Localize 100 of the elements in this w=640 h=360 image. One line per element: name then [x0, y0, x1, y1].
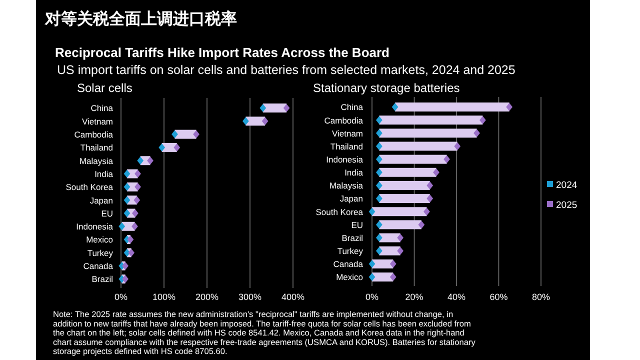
y-tick-label: India — [344, 168, 364, 178]
point — [376, 155, 382, 164]
chart-title: Solar cells — [77, 81, 132, 95]
y-tick-label: China — [340, 102, 364, 112]
bar — [379, 116, 483, 125]
x-tick-label: 0% — [365, 292, 379, 302]
point — [172, 130, 178, 138]
point — [390, 260, 396, 268]
y-tick-label: China — [90, 103, 114, 114]
legend-label: 2025 — [556, 200, 578, 211]
bar — [379, 180, 430, 190]
chart-title: Stationary storage batteries — [313, 81, 460, 95]
y-tick-label: Turkey — [337, 246, 364, 256]
point — [124, 182, 130, 191]
y-tick-label: Mexico — [336, 272, 364, 282]
y-tick-label: Malaysia — [329, 180, 364, 191]
point — [118, 222, 126, 230]
point — [122, 275, 128, 283]
y-tick-label: Mexico — [86, 234, 114, 245]
bar — [379, 194, 430, 204]
point — [376, 168, 382, 176]
text: 对等关税全面上调进口税率 — [44, 9, 237, 28]
point — [454, 142, 461, 150]
y-tick-label: Indonesia — [76, 222, 114, 232]
x-tick-label: 40% — [447, 292, 466, 302]
point — [368, 208, 376, 216]
point — [158, 143, 166, 152]
point — [368, 273, 376, 281]
x-tick-label: 400% — [281, 292, 305, 302]
y-tick-label: Canada — [333, 259, 364, 270]
point — [376, 234, 382, 242]
y-tick-label: EU — [101, 208, 113, 218]
point — [174, 143, 180, 152]
point — [376, 129, 382, 138]
bar — [379, 154, 447, 164]
point — [124, 196, 130, 204]
point — [262, 117, 268, 126]
point — [424, 208, 430, 216]
point — [242, 117, 249, 126]
y-tick-label: Japan — [340, 194, 364, 204]
point — [376, 194, 382, 203]
bar — [395, 102, 510, 112]
point — [433, 168, 440, 176]
bar — [372, 207, 427, 216]
y-tick-label: Japan — [90, 195, 114, 206]
point — [376, 246, 382, 255]
point — [283, 104, 290, 112]
y-tick-label: Brazil — [92, 274, 114, 284]
y-tick-label: Canada — [83, 261, 114, 272]
point — [260, 104, 266, 112]
x-tick-label: 80% — [532, 292, 550, 302]
point — [376, 181, 382, 190]
point — [390, 273, 396, 281]
y-tick-label: Indonesia — [326, 154, 364, 165]
text: Reciprocal Tariffs Hike Import Rates Across the Board — [55, 45, 390, 60]
y-tick-label: Cambodia — [324, 115, 364, 126]
point — [444, 155, 450, 164]
point — [147, 156, 154, 165]
point — [132, 222, 138, 230]
x-tick-label: 200% — [195, 292, 219, 302]
point — [392, 103, 398, 111]
point — [426, 194, 434, 203]
point — [376, 142, 382, 150]
point — [134, 196, 140, 204]
point — [122, 262, 128, 270]
text: Note: The 2025 rate assumes the new administration's "reciprocal" tariffs are implemented without change, in addition to new tariffs that have already been imposed. The tariff-free quota for solar cells has been excluded from the chart on the left; solar cells defined with HS code 8541.42. Mexico, Canada and Korea data in the right-hand chart assume compliance with the respective free-trade agreements (USMCA and KORUS). Batteries for stationary storage projects defined with HS code 8705.60. — [53, 309, 476, 356]
bar — [379, 220, 422, 230]
point — [376, 116, 382, 124]
bar — [379, 168, 436, 177]
point — [418, 220, 425, 229]
point — [479, 116, 486, 124]
x-tick-label: 100% — [152, 292, 176, 302]
y-tick-label: Cambodia — [74, 130, 114, 140]
y-tick-label: Turkey — [87, 248, 114, 258]
x-tick-label: 300% — [238, 292, 262, 302]
point — [128, 248, 135, 257]
point — [137, 156, 144, 165]
point — [124, 209, 130, 218]
point — [134, 170, 141, 178]
point — [397, 234, 404, 242]
x-tick-label: 60% — [490, 292, 508, 302]
y-tick-label: Vietnam — [332, 128, 363, 138]
point — [426, 181, 434, 190]
point — [193, 130, 200, 138]
y-tick-label: Malaysia — [79, 156, 114, 166]
point — [127, 236, 134, 244]
bar — [379, 128, 477, 138]
x-tick-label: 0% — [114, 292, 128, 302]
y-tick-label: Brazil — [342, 232, 364, 243]
y-tick-label: Thailand — [330, 141, 364, 152]
y-tick-label: EU — [351, 220, 363, 230]
y-tick-label: South Korea — [66, 182, 114, 192]
y-tick-label: South Korea — [316, 206, 364, 217]
point — [368, 260, 376, 268]
point — [397, 246, 404, 255]
x-tick-label: 20% — [405, 292, 424, 302]
y-tick-label: Thailand — [80, 142, 114, 153]
point — [134, 182, 141, 191]
point — [474, 129, 480, 138]
point — [506, 103, 513, 111]
